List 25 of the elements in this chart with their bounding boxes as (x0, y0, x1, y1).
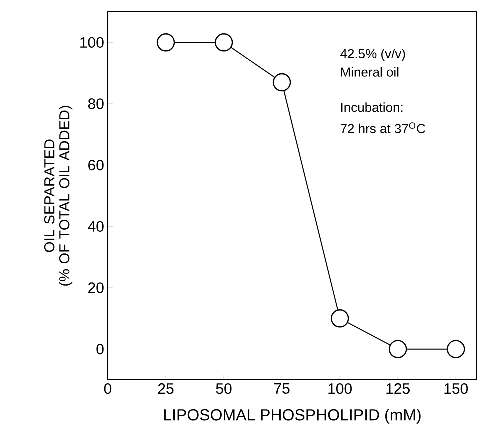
x-tick-label: 125 (386, 384, 410, 394)
y-tick-label: 40 (88, 221, 104, 232)
point (156, 34, 176, 52)
annotation: Mineral oil (341, 67, 399, 77)
point (388, 340, 408, 358)
y-tick-label: 20 (88, 282, 104, 294)
y-tick-label: 100 (80, 37, 104, 48)
x-tick-label: 150 (444, 384, 468, 394)
y-tick-label: 0 (96, 344, 104, 355)
x-tick-label: 0 (104, 384, 112, 394)
point (330, 310, 350, 328)
y-tick-label: 60 (88, 160, 104, 171)
point (272, 73, 292, 92)
x-tick-label: 100 (328, 384, 352, 394)
annotation: 42.5% (v/v) (340, 48, 406, 62)
y-axis-title: OIL SEPARATED (% OF TOTAL OIL ADDED) (44, 106, 73, 286)
y-tick-label: 80 (88, 98, 104, 110)
annotation: Incubation: (341, 102, 403, 112)
x-tick-label: 25 (158, 384, 174, 394)
x-tick-label: 75 (274, 384, 290, 394)
annotation: 72 hrs at 37$^{O}$C (340, 122, 426, 134)
point (214, 34, 234, 52)
x-tick-label: 50 (216, 384, 232, 394)
x-axis-title: LIPOSOMAL PHOSPHOLIPID (mM) (164, 409, 421, 424)
point (447, 340, 466, 358)
